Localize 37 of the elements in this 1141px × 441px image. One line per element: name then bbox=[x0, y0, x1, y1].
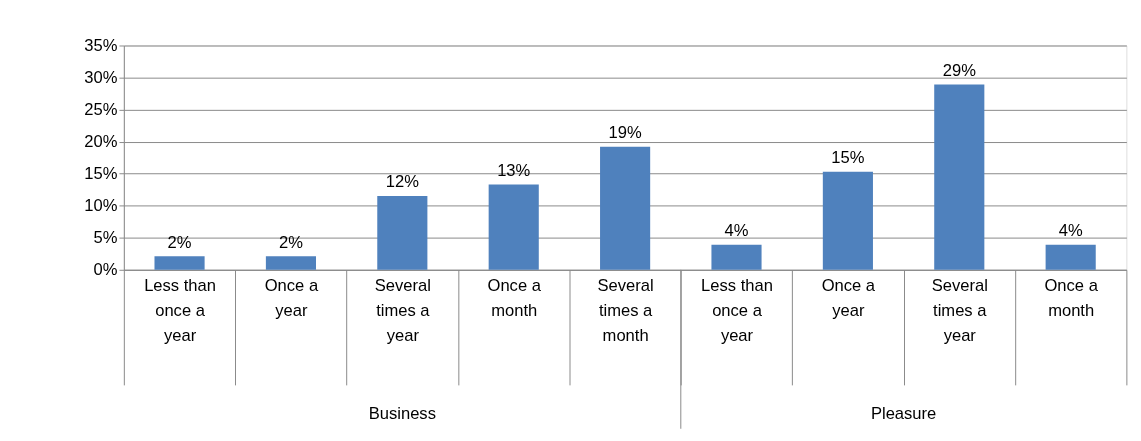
data-label: 19% bbox=[608, 122, 642, 142]
bar bbox=[154, 256, 205, 270]
data-label: 13% bbox=[497, 160, 531, 180]
data-label: 12% bbox=[385, 172, 420, 192]
y-tick-label: 20% bbox=[84, 131, 118, 151]
bar bbox=[822, 171, 873, 270]
x-tick-label: Once a month bbox=[487, 275, 542, 321]
x-tick-label: Several times a year bbox=[931, 275, 988, 346]
data-label: 15% bbox=[831, 147, 865, 167]
x-tick-label: Once a year bbox=[821, 275, 876, 321]
bar bbox=[934, 84, 985, 270]
y-tick-label: 15% bbox=[84, 164, 118, 184]
x-tick-label: Once a year bbox=[264, 275, 319, 321]
x-tick-label: Less than once a year bbox=[701, 275, 773, 346]
y-tick-label: 5% bbox=[93, 228, 118, 248]
data-label: 2% bbox=[167, 232, 192, 252]
y-tick-label: 30% bbox=[84, 67, 118, 87]
bar bbox=[711, 244, 762, 270]
x-tick-label: Several times a month bbox=[597, 275, 654, 346]
bar bbox=[488, 184, 539, 270]
data-label: 4% bbox=[1058, 221, 1083, 241]
text: Pleasure bbox=[870, 404, 937, 424]
bar bbox=[1045, 244, 1096, 270]
x-tick-label: Several times a year bbox=[374, 275, 431, 346]
data-label: 29% bbox=[942, 60, 977, 80]
y-tick-label: 0% bbox=[93, 260, 118, 280]
data-label: 2% bbox=[278, 232, 304, 252]
text: Business bbox=[368, 404, 436, 424]
y-tick-label: 10% bbox=[84, 196, 118, 216]
bar bbox=[265, 256, 316, 270]
y-tick-label: 35% bbox=[84, 35, 118, 55]
y-tick-label: 25% bbox=[84, 99, 118, 119]
bar bbox=[600, 146, 651, 270]
bar bbox=[377, 196, 428, 270]
x-tick-label: Once a month bbox=[1044, 275, 1099, 321]
data-label: 4% bbox=[724, 221, 749, 241]
x-tick-label: Less than once a year bbox=[144, 275, 216, 346]
